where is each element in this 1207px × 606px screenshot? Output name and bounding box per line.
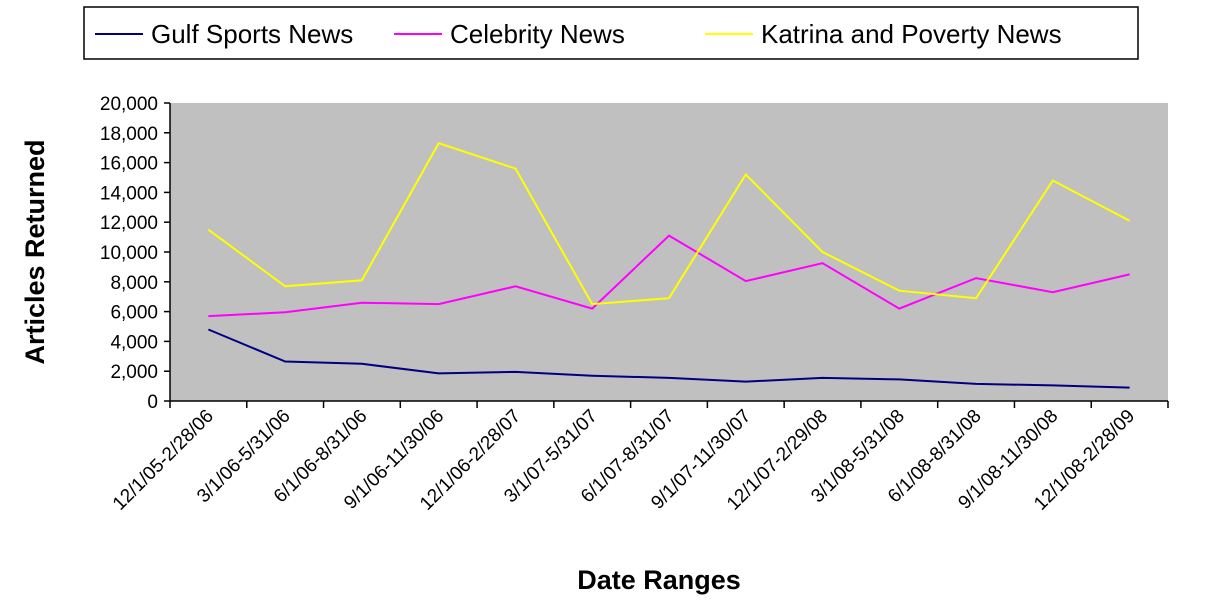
series-line-0 — [208, 328, 1130, 389]
series-lines — [207, 141, 1131, 389]
y-tick-label: 18,000 — [100, 124, 158, 145]
legend: Gulf Sports News Celebrity News Katrina an… — [83, 6, 1139, 60]
series-line-2 — [207, 141, 1131, 306]
y-tick-label: 16,000 — [100, 154, 158, 175]
y-axis: 0 2,000 4,000 6,000 8,000 10,000 12,000 14,000 1… — [100, 94, 171, 413]
legend-label: Celebrity News — [450, 19, 625, 49]
series-line-1 — [208, 234, 1130, 318]
legend-label: Gulf Sports News — [151, 19, 353, 49]
y-tick-label: 6,000 — [110, 303, 158, 324]
y-tick-label: 8,000 — [110, 273, 158, 294]
y-tick-label: 2,000 — [110, 362, 158, 383]
y-axis-title: Articles Returned — [20, 139, 50, 364]
legend-label: Katrina and Poverty News — [761, 19, 1062, 49]
y-tick-label: 12,000 — [100, 213, 158, 234]
x-axis: 12/1/05-2/28/063/1/06-5/31/066/1/06-8/31… — [109, 400, 1169, 515]
plot-area — [170, 103, 1168, 401]
y-tick-label: 20,000 — [100, 94, 158, 115]
x-axis-title: Date Ranges — [577, 565, 741, 595]
y-tick-label: 14,000 — [100, 183, 158, 204]
legend-box — [83, 6, 1139, 60]
y-tick-label: 4,000 — [110, 332, 158, 353]
y-tick-label: 10,000 — [100, 243, 158, 264]
y-tick-label: 0 — [147, 392, 158, 413]
